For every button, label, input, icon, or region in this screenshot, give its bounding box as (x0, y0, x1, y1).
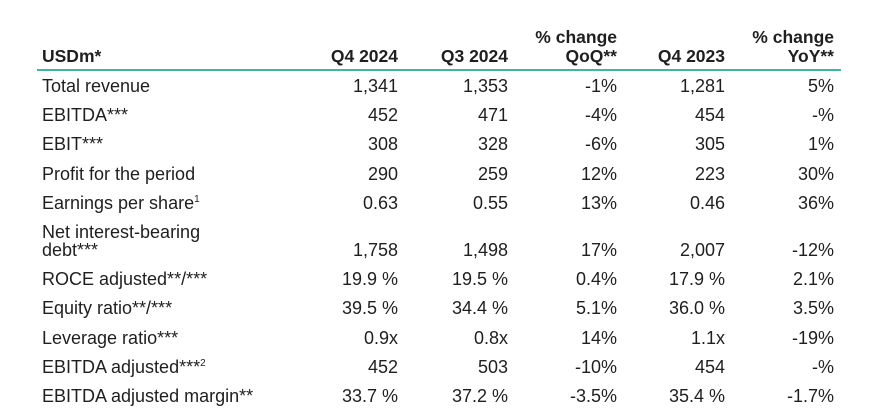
cell-value: 33.7 % (341, 386, 398, 406)
column-header: % change (535, 27, 617, 47)
cell-value: -% (812, 105, 834, 126)
cell-value: 0.9x (363, 327, 398, 348)
column-header: QoQ** (565, 46, 617, 66)
cell-value: 223 (694, 163, 725, 184)
cell-value: 452 (367, 356, 398, 377)
footnote-marker: 1 (194, 193, 200, 205)
cell-value: -19% (791, 327, 834, 348)
cell-value: 3.5% (792, 298, 834, 319)
cell-value: 1% (807, 134, 834, 155)
footnote-marker: 2 (200, 357, 206, 369)
cell-value: 13% (580, 192, 617, 213)
row-label: EBITDA adjusted***2 (42, 356, 206, 377)
column-header: Q3 2024 (440, 46, 508, 66)
cell-value: 5% (807, 76, 834, 96)
cell-value: 1,281 (679, 76, 725, 96)
cell-value: 0.8x (473, 327, 508, 348)
cell-value: -10% (574, 356, 617, 377)
cell-value: 1,341 (352, 76, 398, 96)
cell-value: 35.4 % (668, 386, 725, 406)
cell-value: 0.4% (575, 269, 617, 290)
row-label: ROCE adjusted**/*** (42, 269, 208, 290)
column-header: % change (752, 27, 834, 47)
cell-value: 19.5 % (451, 269, 508, 290)
cell-value: 1.1x (690, 327, 725, 348)
cell-value: 2.1% (792, 269, 834, 290)
cell-value: 454 (694, 356, 725, 377)
cell-value: 454 (694, 105, 725, 126)
cell-value: 39.5 % (341, 298, 398, 319)
cell-value: 328 (477, 134, 508, 155)
cell-value: 503 (477, 356, 508, 377)
cell-value: 308 (367, 134, 398, 155)
cell-value: 19.9 % (341, 269, 398, 290)
cell-value: 0.55 (472, 192, 508, 213)
row-label: Leverage ratio*** (42, 327, 179, 348)
header-rule (37, 69, 841, 71)
cell-value: 17% (580, 240, 617, 260)
column-header: Q4 2023 (657, 46, 725, 66)
row-label: Total revenue (42, 76, 151, 96)
cell-value: -1% (584, 76, 617, 96)
cell-value: 259 (477, 163, 508, 184)
column-header: YoY** (787, 46, 834, 66)
cell-value: 17.9 % (668, 269, 725, 290)
cell-value: 5.1% (575, 298, 617, 319)
cell-value: 36% (797, 192, 834, 213)
column-header: USDm* (42, 46, 102, 66)
cell-value: 0.63 (362, 192, 398, 213)
cell-value: 471 (477, 105, 508, 126)
cell-value: -3.5% (569, 386, 617, 406)
cell-value: 14% (580, 327, 617, 348)
cell-value: 0.46 (689, 192, 725, 213)
cell-value: 34.4 % (451, 298, 508, 319)
row-label: Net interest-bearing (42, 222, 201, 242)
row-label: debt*** (42, 240, 99, 260)
cell-value: -4% (584, 105, 617, 126)
cell-value: -12% (791, 240, 834, 260)
cell-value: 1,498 (462, 240, 508, 260)
cell-value: -% (812, 356, 834, 377)
cell-value: 12% (580, 163, 617, 184)
row-label: EBITDA adjusted margin** (42, 386, 254, 406)
cell-value: 36.0 % (668, 298, 725, 319)
column-header: Q4 2024 (330, 46, 398, 66)
row-label: Equity ratio**/*** (42, 298, 173, 319)
cell-value: 37.2 % (451, 386, 508, 406)
row-label: Profit for the period (42, 163, 196, 184)
cell-value: 452 (367, 105, 398, 126)
row-label: Earnings per share1 (42, 192, 200, 213)
cell-value: 290 (367, 163, 398, 184)
cell-value: 2,007 (679, 240, 725, 260)
row-label: EBITDA*** (42, 105, 129, 126)
cell-value: 30% (797, 163, 834, 184)
cell-value: -1.7% (786, 386, 834, 406)
cell-value: 305 (694, 134, 725, 155)
cell-value: -6% (584, 134, 617, 155)
cell-value: 1,758 (352, 240, 398, 260)
row-label: EBIT*** (42, 134, 104, 155)
cell-value: 1,353 (462, 76, 508, 96)
